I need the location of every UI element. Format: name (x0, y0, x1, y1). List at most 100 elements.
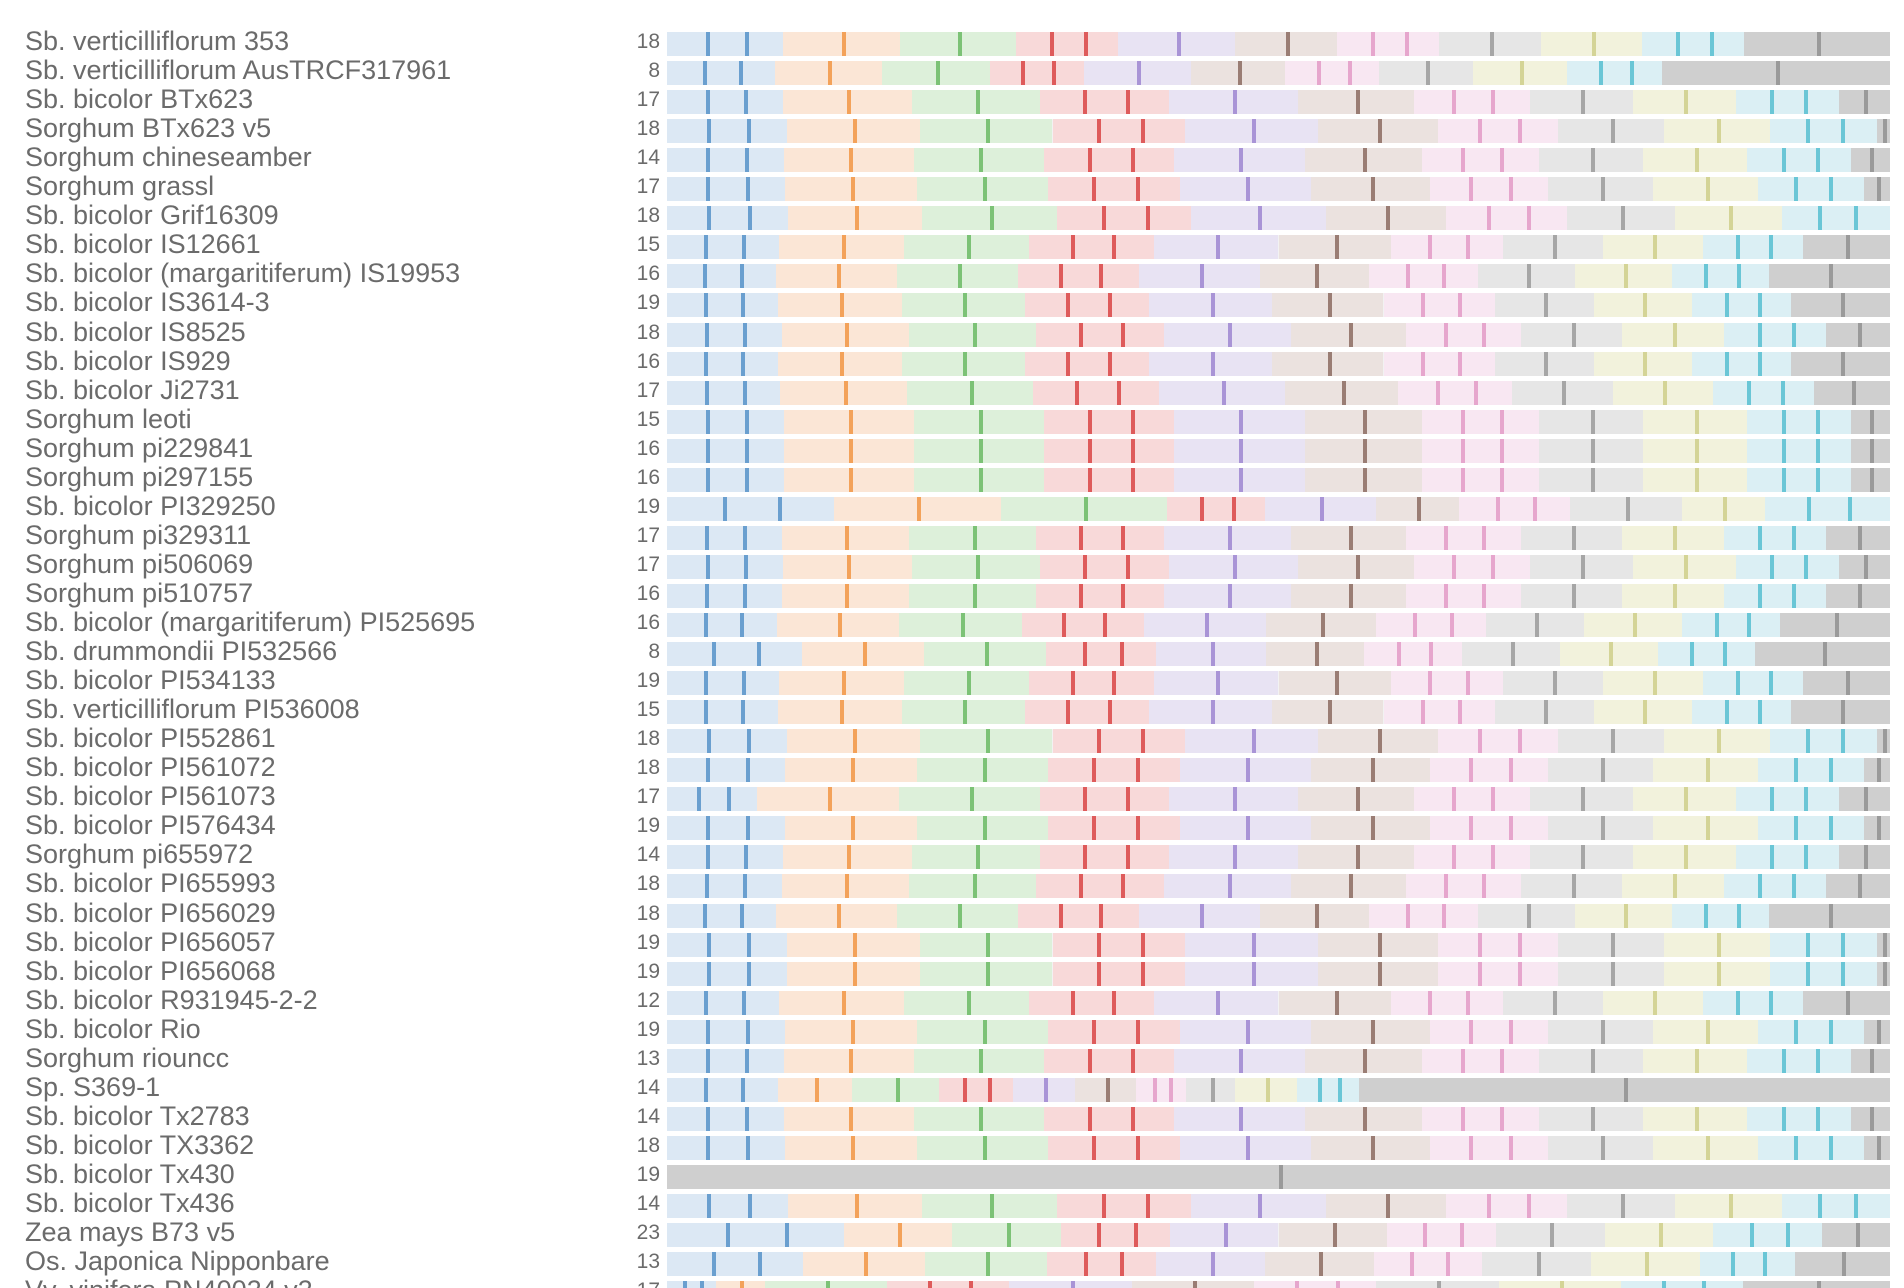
segment-mark (1520, 61, 1525, 86)
segment-mark (1083, 1252, 1088, 1277)
segment (1838, 787, 1890, 812)
segment-mark (1087, 467, 1092, 492)
segment-mark (1816, 467, 1821, 492)
segment-mark (1758, 700, 1763, 725)
segment-mark (1704, 903, 1709, 928)
segment-mark (740, 1281, 745, 1288)
segment-mark (969, 787, 974, 812)
segment-mark (1841, 961, 1846, 986)
segment (667, 700, 779, 725)
segment-mark (1363, 1048, 1368, 1073)
segment (1074, 1077, 1137, 1102)
row-count: 14 (636, 1192, 660, 1215)
segment-mark (1705, 1135, 1710, 1160)
segment-mark (1096, 932, 1101, 957)
segment (1052, 961, 1186, 986)
segment-mark (1131, 409, 1136, 434)
segment (1379, 61, 1474, 86)
segment-mark (1705, 758, 1710, 783)
segment (989, 61, 1084, 86)
segment-mark (1854, 206, 1859, 231)
segment (1429, 177, 1549, 202)
segment (1529, 845, 1633, 870)
segment-mark (1870, 467, 1875, 492)
segment-mark (1126, 787, 1131, 812)
segment-mark (828, 61, 833, 86)
row-label: Sb. bicolor Ji2731 (25, 374, 240, 405)
segment (1494, 293, 1594, 318)
segment (1036, 525, 1164, 550)
segment-mark (706, 1106, 711, 1131)
segment (1713, 1223, 1823, 1248)
row-count: 16 (636, 611, 660, 634)
segment-mark (1876, 177, 1881, 202)
segment-mark (1233, 90, 1238, 115)
segment-mark (1251, 119, 1256, 144)
segment-mark (1590, 1106, 1595, 1131)
segment-mark (1370, 1135, 1375, 1160)
segment-mark (1598, 61, 1603, 86)
segment-mark (1652, 235, 1657, 260)
segment (1036, 583, 1164, 608)
segment-mark (1846, 990, 1851, 1015)
segment-mark (704, 990, 709, 1015)
segment-mark (855, 206, 860, 231)
segment-mark (744, 554, 749, 579)
segment (1473, 61, 1568, 86)
segment-mark (1684, 554, 1689, 579)
segment-mark (1883, 961, 1888, 986)
segment-mark (1429, 642, 1434, 667)
segment-mark (972, 874, 977, 899)
row-track (667, 90, 1890, 115)
row-count: 14 (636, 146, 660, 170)
row-label: Sb. verticilliflorum 353 (25, 26, 290, 56)
row-track (667, 206, 1890, 231)
segment-mark (982, 1019, 987, 1044)
segment-mark (1087, 1106, 1092, 1131)
segment (1758, 1135, 1864, 1160)
segment (901, 351, 1026, 376)
segment (1373, 1252, 1483, 1277)
segment (1169, 1223, 1279, 1248)
segment (1459, 496, 1571, 521)
segment-mark (1758, 525, 1763, 550)
segment-mark (1020, 61, 1025, 86)
segment-mark (1769, 235, 1774, 260)
row-count: 18 (636, 117, 660, 141)
segment-mark (986, 119, 991, 144)
segment-mark (725, 1223, 730, 1248)
segment-mark (745, 467, 750, 492)
segment-mark (1370, 32, 1375, 56)
segment-mark (1141, 932, 1146, 957)
segment (909, 583, 1037, 608)
segment-mark (1510, 642, 1515, 667)
segment (667, 642, 802, 667)
segment (667, 583, 782, 608)
row-track (667, 177, 1890, 202)
segment-mark (1405, 903, 1410, 928)
row-track (667, 1252, 1890, 1277)
segment-mark (1571, 874, 1576, 899)
row-count: 8 (648, 59, 660, 83)
segment-mark (986, 1252, 991, 1277)
segment (1699, 1252, 1795, 1277)
segment (1794, 1252, 1890, 1277)
segment-mark (1793, 1135, 1798, 1160)
segment-mark (1571, 525, 1576, 550)
segment-mark (743, 525, 748, 550)
segment (952, 1223, 1062, 1248)
segment-mark (851, 758, 856, 783)
segment-mark (1828, 1135, 1833, 1160)
segment (1620, 1281, 1744, 1288)
segment-mark (1694, 1048, 1699, 1073)
segment (833, 496, 1001, 521)
segment-mark (1096, 729, 1101, 754)
segment (1040, 554, 1170, 579)
segment-mark (745, 1106, 750, 1131)
row-track (667, 990, 1890, 1015)
segment-mark (705, 583, 710, 608)
row-label: Sb. bicolor PI534133 (25, 665, 276, 696)
segment (1036, 874, 1164, 899)
segment (1398, 380, 1512, 405)
segment (667, 61, 775, 86)
